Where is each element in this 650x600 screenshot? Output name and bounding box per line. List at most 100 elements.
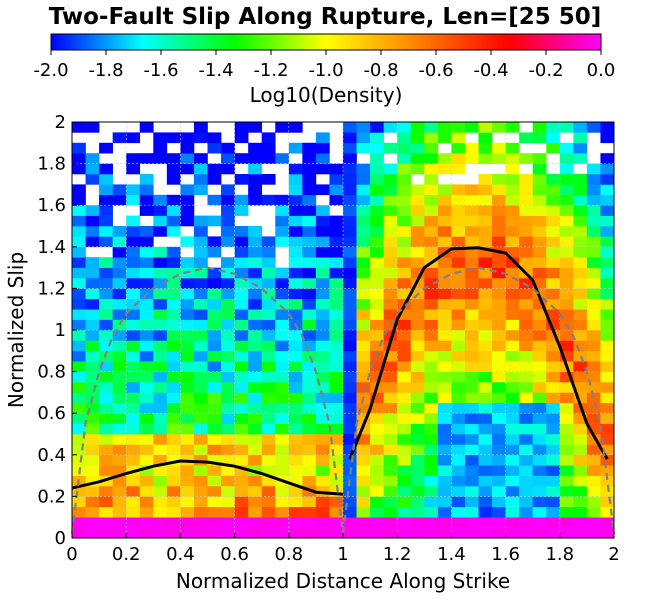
- heatmap-cell: [139, 174, 154, 185]
- heatmap-cell: [261, 236, 276, 248]
- heatmap-cell: [248, 174, 262, 185]
- heatmap-cell: [85, 267, 100, 279]
- heatmap-cell: [559, 246, 574, 258]
- heatmap-cell: [248, 402, 262, 414]
- heatmap-cell: [248, 122, 262, 133]
- heatmap-cell: [464, 194, 479, 206]
- heatmap-cell: [573, 132, 588, 144]
- heatmap-cell: [329, 194, 344, 206]
- heatmap-cell: [397, 132, 412, 144]
- heatmap-cell: [329, 319, 344, 331]
- heatmap-cell: [234, 371, 249, 383]
- heatmap-cell: [180, 194, 195, 206]
- heatmap-cell: [356, 371, 371, 383]
- heatmap-cell: [288, 236, 303, 248]
- heatmap-cell: [478, 340, 493, 352]
- heatmap-cell: [85, 319, 100, 331]
- heatmap-cell: [112, 330, 127, 341]
- heatmap-cell: [424, 184, 439, 196]
- heatmap-cell: [464, 527, 479, 539]
- heatmap-cell: [600, 205, 615, 216]
- heatmap-cell: [437, 382, 452, 393]
- heatmap-cell: [234, 246, 249, 258]
- heatmap-cell: [234, 517, 249, 528]
- heatmap-cell: [437, 236, 452, 248]
- heatmap-cell: [478, 444, 493, 456]
- heatmap-cell: [234, 194, 249, 206]
- heatmap-cell: [505, 257, 520, 268]
- heatmap-cell: [559, 340, 574, 352]
- heatmap-cell: [126, 257, 141, 268]
- heatmap-cell: [261, 288, 276, 300]
- heatmap-cell: [275, 340, 290, 352]
- heatmap-cell: [383, 465, 398, 476]
- heatmap-cell: [370, 278, 384, 289]
- colorbar-tick-label: -1.8: [88, 60, 123, 81]
- heatmap-cell: [464, 246, 479, 258]
- heatmap-cell: [207, 340, 222, 352]
- heatmap-cell: [166, 434, 181, 445]
- heatmap-cell: [315, 402, 330, 414]
- heatmap-cell: [600, 496, 615, 508]
- heatmap-cell: [126, 194, 141, 206]
- heatmap-cell: [451, 527, 466, 539]
- heatmap-cell: [180, 132, 195, 144]
- heatmap-cell: [519, 319, 533, 331]
- heatmap-cell: [600, 132, 615, 144]
- heatmap-cell: [519, 361, 533, 372]
- heatmap-cell: [559, 226, 574, 237]
- heatmap-cell: [464, 475, 479, 487]
- heatmap-cell: [112, 486, 127, 497]
- heatmap-cell: [383, 330, 398, 341]
- heatmap-cell: [302, 236, 317, 248]
- heatmap-cell: [600, 340, 615, 352]
- heatmap-cell: [315, 142, 330, 154]
- heatmap-cell: [112, 434, 127, 445]
- x-tick-label: 0.8: [274, 544, 303, 565]
- heatmap-cell: [397, 142, 412, 154]
- heatmap-cell: [383, 454, 398, 466]
- heatmap-cell: [397, 371, 412, 383]
- heatmap-cell: [410, 340, 425, 352]
- heatmap-cell: [356, 267, 371, 279]
- heatmap-cell: [370, 174, 384, 185]
- heatmap-cell: [370, 215, 384, 227]
- heatmap-cell: [505, 309, 520, 320]
- heatmap-cell: [180, 319, 195, 331]
- heatmap-cell: [72, 205, 86, 216]
- heatmap-cell: [248, 319, 262, 331]
- heatmap-cell: [112, 506, 127, 518]
- heatmap-cell: [492, 486, 506, 497]
- heatmap-cell: [275, 434, 290, 445]
- heatmap-cell: [437, 392, 452, 404]
- heatmap-cell: [573, 226, 588, 237]
- heatmap-cell: [126, 517, 141, 528]
- heatmap-cell: [464, 382, 479, 393]
- heatmap-cell: [180, 506, 195, 518]
- heatmap-cell: [207, 267, 222, 279]
- heatmap-cell: [99, 205, 113, 216]
- heatmap-cell: [248, 257, 262, 268]
- heatmap-cell: [424, 122, 439, 133]
- heatmap-cell: [370, 246, 384, 258]
- heatmap-cell: [315, 226, 330, 237]
- heatmap-cell: [126, 330, 141, 341]
- heatmap-cell: [248, 444, 262, 456]
- colorbar-tick-label: -0.4: [473, 60, 508, 81]
- heatmap-cell: [126, 444, 141, 456]
- heatmap-cell: [329, 288, 344, 300]
- heatmap-cell: [207, 298, 222, 310]
- heatmap-cell: [532, 319, 547, 331]
- heatmap-cell: [193, 413, 208, 424]
- heatmap-cell: [559, 517, 574, 528]
- heatmap-cell: [234, 527, 249, 539]
- heatmap-cell: [383, 527, 398, 539]
- heatmap-cell: [85, 527, 100, 539]
- heatmap-cell: [559, 142, 574, 154]
- heatmap-cell: [302, 517, 317, 528]
- y-tick-label: 1.4: [37, 237, 66, 258]
- heatmap-cell: [126, 267, 141, 279]
- heatmap-cell: [586, 184, 601, 196]
- y-tick-label: 1: [55, 320, 66, 341]
- heatmap-cell: [397, 153, 412, 164]
